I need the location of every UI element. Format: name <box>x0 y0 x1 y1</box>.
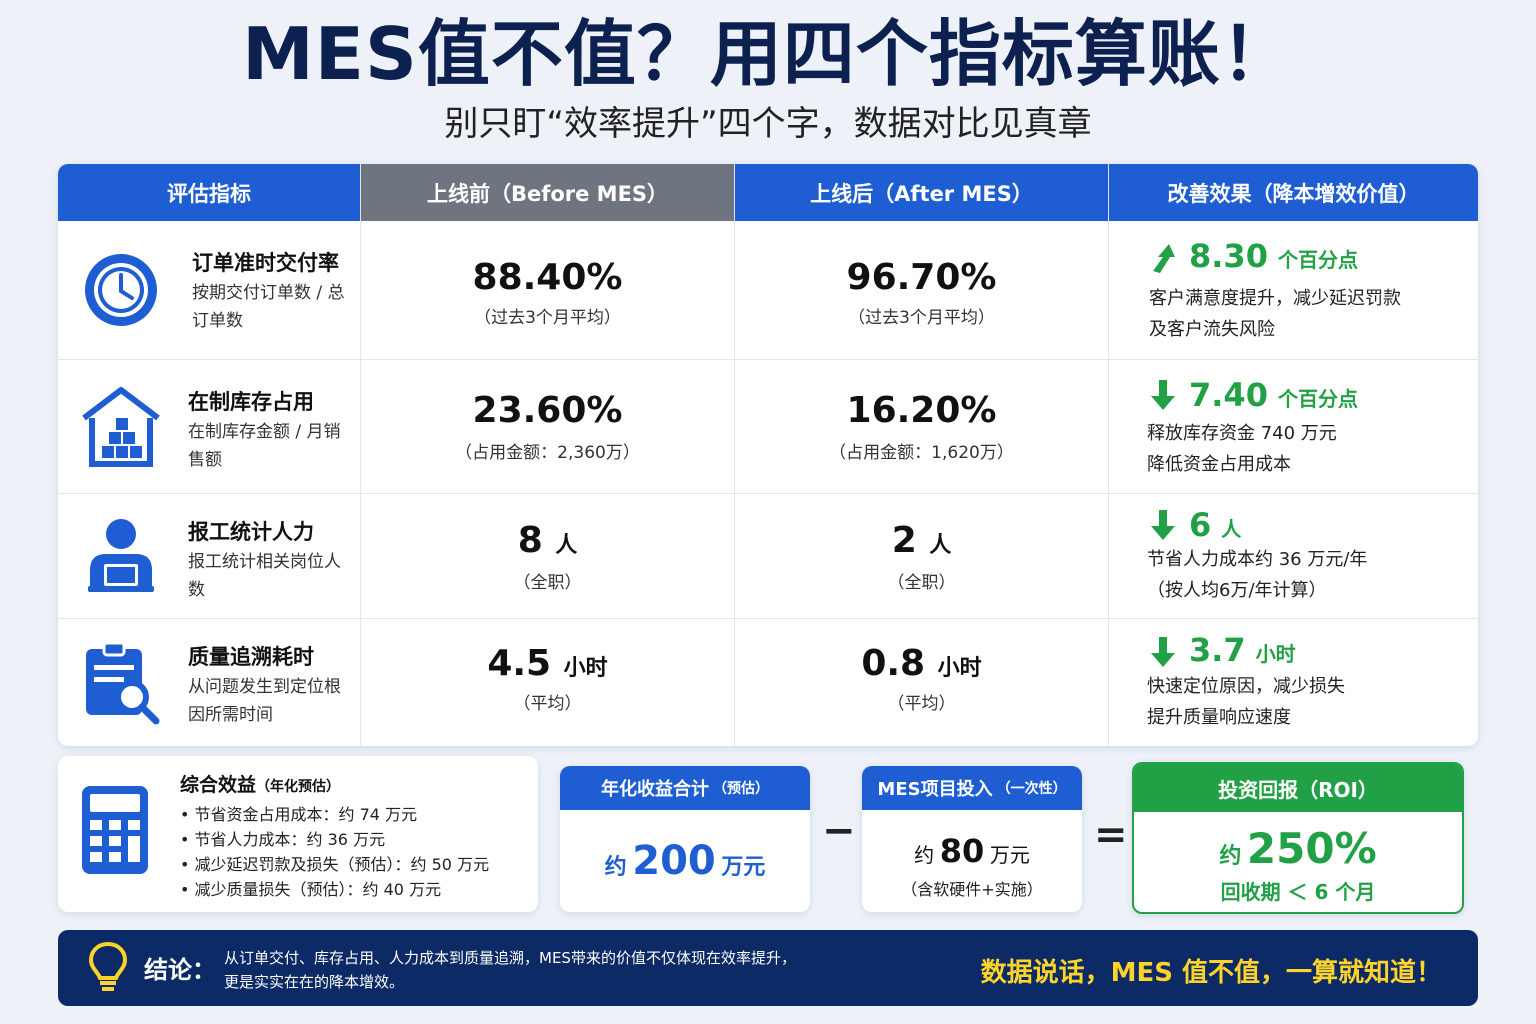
revenue-head: 年化收益合计 （预估） <box>560 766 810 810</box>
header-metric: 评估指标 <box>58 164 360 221</box>
metric-name: 报工统计人力 <box>188 520 314 544</box>
list-item: 减少质量损失（预估）：约 40 万元 <box>180 877 489 902</box>
calculator-icon <box>80 784 150 880</box>
investment-value: 约 80 万元 <box>914 832 1030 870</box>
before-value: 4.5 小时 <box>487 643 608 684</box>
metric-desc: 按期交付订单数 / 总订单数 <box>192 283 345 331</box>
roi-head: 投资回报（ROI） <box>1134 764 1462 812</box>
comparison-table: 评估指标 上线前（Before MES） 上线后（After MES） 改善效果… <box>58 164 1478 746</box>
page-subtitle: 别只盯“效率提升”四个字，数据对比见真章 <box>444 104 1092 144</box>
equals-sign: = <box>1094 812 1128 858</box>
clipboard-search-icon <box>76 637 166 727</box>
investment-note: （含软硬件+实施） <box>901 880 1043 899</box>
summary-card: 综合效益（年化预估） 节省资金占用成本：约 74 万元 节省人力成本：约 36 … <box>58 756 538 912</box>
header-effect: 改善效果（降本增效价值） <box>1109 164 1478 221</box>
after-value: 96.70% <box>846 257 997 298</box>
investment-card: MES项目投入 （一次性） 约 80 万元 （含软硬件+实施） <box>862 766 1082 912</box>
effect-desc: 快速定位原因，减少损失 提升质量响应速度 <box>1147 676 1345 728</box>
before-value: 8 人 <box>517 520 578 561</box>
metric-desc: 从问题发生到定位根因所需时间 <box>188 677 341 725</box>
effect-desc: 客户满意度提升，减少延迟罚款 及客户流失风险 <box>1149 288 1401 340</box>
table-row: 质量追溯耗时 从问题发生到定位根因所需时间 4.5 小时 （平均） 0.8 小时… <box>58 618 1478 746</box>
summary-list: 节省资金占用成本：约 74 万元 节省人力成本：约 36 万元 减少延迟罚款及损… <box>180 802 490 902</box>
list-item: 节省资金占用成本：约 74 万元 <box>180 802 489 827</box>
after-note: （过去3个月平均） <box>848 308 995 328</box>
revenue-card: 年化收益合计 （预估） 约 200 万元 <box>560 766 810 912</box>
page-title: MES值不值？用四个指标算账！ <box>242 12 1294 96</box>
clock-icon <box>76 245 166 335</box>
list-item: 减少延迟罚款及损失（预估）：约 50 万元 <box>180 852 490 877</box>
list-item: 节省人力成本：约 36 万元 <box>180 827 489 852</box>
effect-desc: 释放库存资金 740 万元 降低资金占用成本 <box>1147 423 1337 475</box>
after-value: 16.20% <box>846 390 997 431</box>
after-value: 0.8 小时 <box>861 643 982 684</box>
after-note: （占用金额：1,620万） <box>829 443 1014 463</box>
before-note: （全职） <box>513 573 582 593</box>
warehouse-icon <box>76 384 166 474</box>
worker-icon <box>76 512 166 602</box>
header-before: 上线前（Before MES） <box>361 164 734 221</box>
conclusion-banner: 结论： 从订单交付、库存占用、人力成本到质量追溯，MES带来的价值不仅体现在效率… <box>58 930 1478 1006</box>
effect-value: 7.40 个百分点 <box>1189 376 1358 414</box>
conclusion-text: 从订单交付、库存占用、人力成本到质量追溯，MES带来的价值不仅体现在效率提升， … <box>224 949 796 991</box>
minus-sign: − <box>822 808 856 854</box>
metric-name: 质量追溯耗时 <box>188 645 314 669</box>
after-note: （全职） <box>887 573 956 593</box>
table-row: 在制库存占用 在制库存金额 / 月销售额 23.60% （占用金额：2,360万… <box>58 359 1478 493</box>
table-row: 订单准时交付率 按期交付订单数 / 总订单数 88.40% （过去3个月平均） … <box>58 221 1478 359</box>
arrow-down-icon <box>1149 508 1177 542</box>
arrow-up-icon <box>1149 241 1177 275</box>
metric-name: 在制库存占用 <box>188 390 314 414</box>
metric-desc: 在制库存金额 / 月销售额 <box>188 422 341 470</box>
before-note: （占用金额：2,360万） <box>455 443 640 463</box>
metric-name: 订单准时交付率 <box>192 251 339 275</box>
effect-value: 3.7 小时 <box>1189 631 1296 669</box>
roi-card: 投资回报（ROI） 约 250% 回收期 ＜ 6 个月 <box>1132 762 1464 914</box>
investment-head: MES项目投入 （一次性） <box>862 766 1082 810</box>
after-value: 2 人 <box>891 520 952 561</box>
before-note: （过去3个月平均） <box>474 308 621 328</box>
lightbulb-icon <box>88 940 128 998</box>
effect-desc: 节省人力成本约 36 万元/年 （按人均6万/年计算） <box>1147 549 1368 601</box>
conclusion-label: 结论： <box>144 956 216 984</box>
roi-payback: 回收期 ＜ 6 个月 <box>1220 880 1376 904</box>
metric-desc: 报工统计相关岗位人数 <box>188 552 341 600</box>
arrow-down-icon <box>1149 635 1177 669</box>
effect-value: 8.30 个百分点 <box>1189 237 1358 275</box>
roi-value: 约 250% <box>1219 824 1377 873</box>
conclusion-slogan: 数据说话，MES 值不值，一算就知道！ <box>980 958 1442 988</box>
before-value: 23.60% <box>472 390 623 431</box>
arrow-down-icon <box>1149 378 1177 412</box>
table-header: 评估指标 上线前（Before MES） 上线后（After MES） 改善效果… <box>58 164 1478 221</box>
summary-title: 综合效益（年化预估） <box>180 774 341 796</box>
before-value: 88.40% <box>472 257 623 298</box>
before-note: （平均） <box>513 694 582 714</box>
revenue-value: 约 200 万元 <box>604 838 766 884</box>
after-note: （平均） <box>887 694 956 714</box>
header-after: 上线后（After MES） <box>735 164 1108 221</box>
